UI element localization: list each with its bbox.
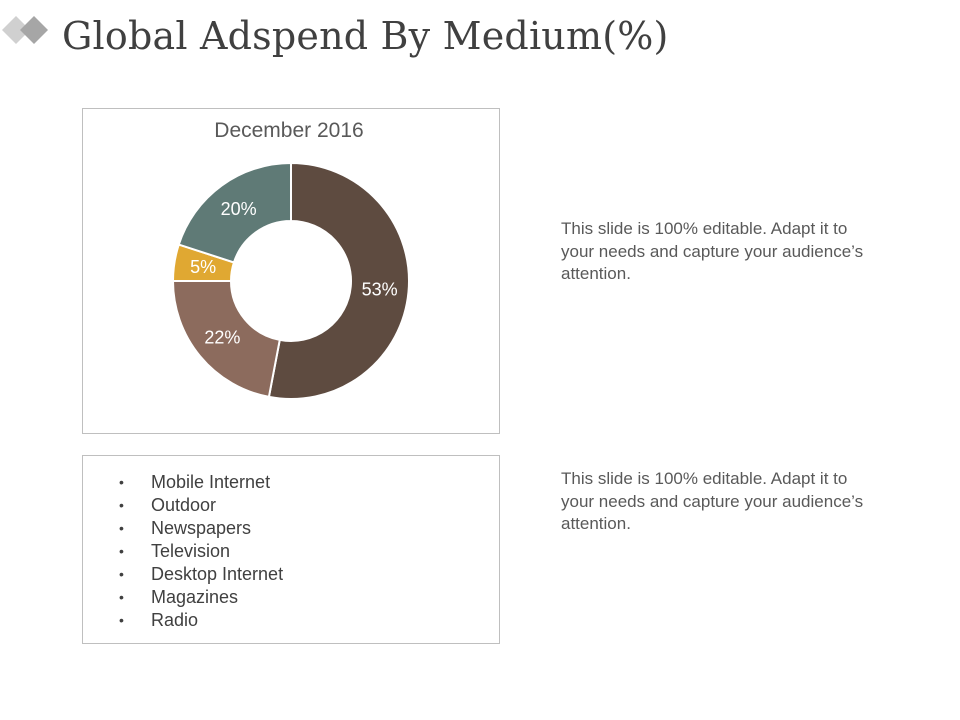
legend-item-label: Desktop Internet [151,564,284,584]
legend-item: • Outdoor [119,494,499,517]
legend-item: • Magazines [119,586,499,609]
legend-item: • Mobile Internet [119,471,499,494]
bullet-glyph: • [119,612,124,628]
legend-list: • Mobile Internet • Outdoor • Newspapers • T… [83,456,499,632]
legend-item-label: Mobile Internet [151,472,271,492]
bullet-glyph: • [119,589,124,605]
donut-slice-0 [267,161,410,400]
bullet-glyph: • [119,474,124,490]
legend-item-label: Newspapers [151,518,252,538]
donut-chart: December 2016 53% 22% 5% 20% [171,119,410,400]
legend-item: • Radio [119,609,499,632]
legend-item: • Television [119,540,499,563]
description-text-1: This slide is 100% editable. Adapt it to… [561,219,864,283]
bullet-glyph: • [119,566,124,582]
legend-panel: • Mobile Internet • Outdoor • Newspapers • T… [82,455,500,644]
slice-label-1: 22% [204,328,240,348]
bullet-glyph: • [119,497,124,513]
legend-item-label: Television [151,541,231,561]
legend-item-label: Magazines [151,587,239,607]
bullet-glyph: • [119,543,124,559]
slice-label-3: 20% [221,199,257,219]
legend-item-label: Radio [151,610,199,630]
legend-item-label: Outdoor [151,495,217,515]
page-title: Global Adspend By Medium(%) [62,14,669,58]
bullet-glyph: • [119,520,124,536]
legend-item: • Newspapers [119,517,499,540]
legend-item: • Desktop Internet [119,563,499,586]
chart-title: December 2016 [214,119,363,142]
slice-label-0: 53% [362,279,398,299]
chart-panel: December 2016 53% 22% 5% 20% [82,108,500,434]
slice-label-2: 5% [190,257,216,277]
diamond-pair-icon [2,16,48,44]
donut-slice-1 [171,280,281,399]
donut-slice-3 [177,161,292,264]
description-text-2: This slide is 100% editable. Adapt it to… [561,469,864,533]
